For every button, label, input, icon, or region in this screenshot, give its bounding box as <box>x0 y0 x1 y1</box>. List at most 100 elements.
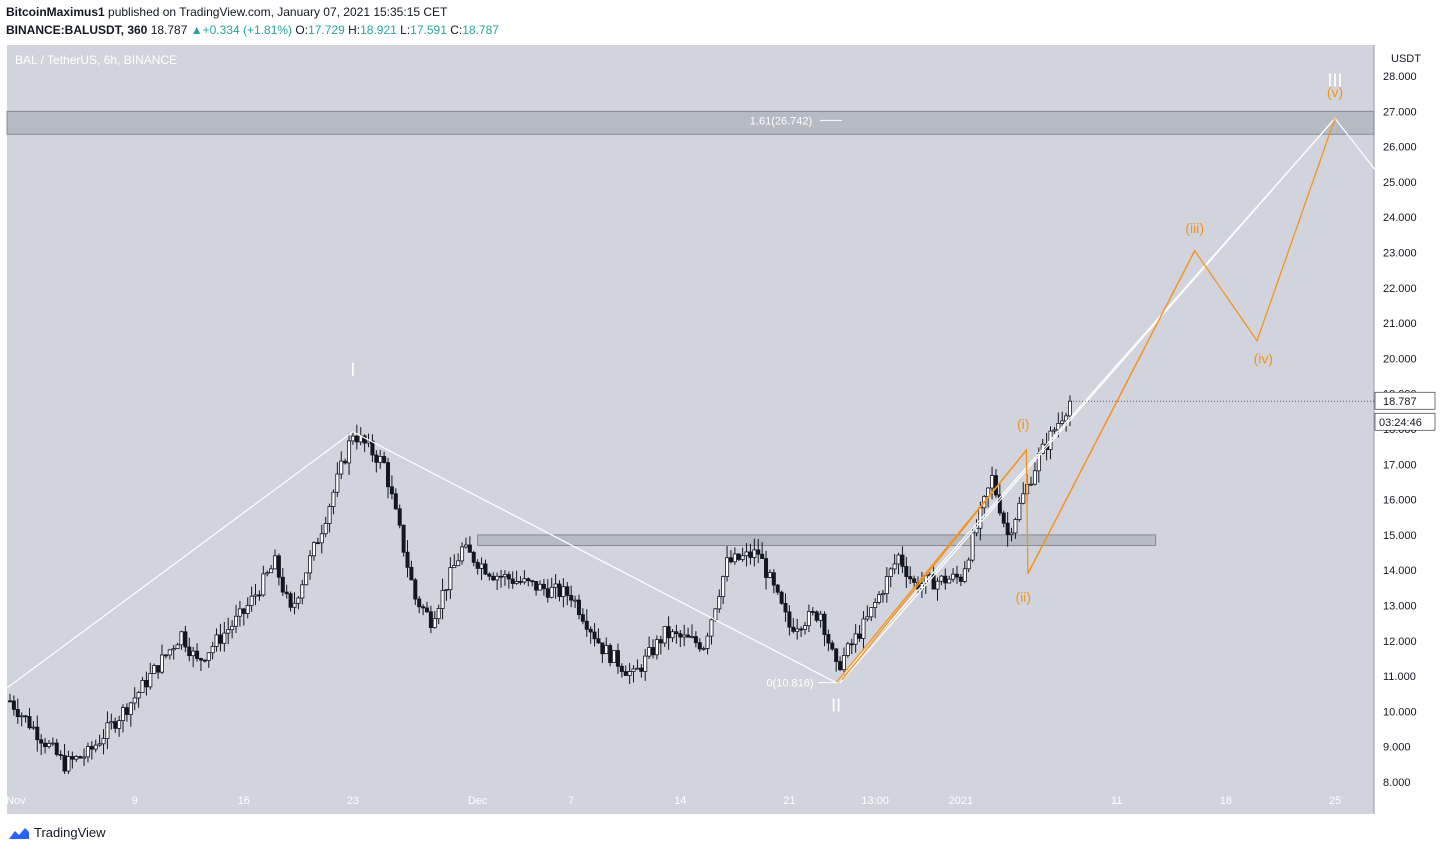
time-tick-label: 11 <box>1111 795 1122 807</box>
candle-body <box>463 544 468 548</box>
price-tick-label: 13.000 <box>1383 601 1417 613</box>
candle-body <box>471 551 476 563</box>
candle-body <box>362 435 367 444</box>
candle-body <box>257 594 262 597</box>
candle-body <box>440 590 445 609</box>
high-label: H: <box>348 23 361 37</box>
orange-channel-line <box>1027 250 1196 575</box>
candle-body <box>105 722 110 739</box>
candle-body <box>210 646 215 654</box>
candle-body <box>187 646 192 657</box>
candle-body <box>7 700 12 703</box>
candle-body <box>954 573 959 578</box>
candle-body <box>132 697 137 704</box>
candle-body <box>717 596 722 610</box>
candle-body <box>284 591 289 595</box>
candle-body <box>767 572 772 578</box>
wave-label-minor: (v) <box>1327 84 1343 100</box>
candle-body <box>85 746 90 758</box>
candle-body <box>234 615 239 627</box>
candle-body <box>428 611 433 628</box>
wave-label-roman: II <box>831 695 841 715</box>
price-tick-label: 15.000 <box>1383 530 1417 542</box>
candle-body <box>148 673 153 688</box>
candle-body <box>615 650 620 667</box>
candle-body <box>109 721 114 724</box>
fib-label-0: 0(10.816) <box>766 678 813 690</box>
open-label: O: <box>295 23 309 37</box>
candle-body <box>701 648 706 650</box>
candle-body <box>565 586 570 596</box>
candle-body <box>709 619 714 637</box>
countdown-tag <box>1374 412 1436 431</box>
time-tick-label: 9 <box>132 795 138 807</box>
candle-body <box>421 606 426 609</box>
candle-body <box>136 692 141 699</box>
candle-body <box>947 578 952 584</box>
candle-body <box>386 462 391 488</box>
candle-body <box>939 575 944 582</box>
candle-body <box>366 440 371 444</box>
candle-body <box>795 628 800 632</box>
candle-body <box>436 608 441 620</box>
candle-body <box>78 756 83 759</box>
candle-body <box>678 633 683 638</box>
candle-body <box>534 581 539 591</box>
candle-body <box>152 665 157 674</box>
candle-body <box>280 576 285 593</box>
wave-label-minor: (iii) <box>1185 220 1204 236</box>
time-tick-label: 13:00 <box>861 795 889 807</box>
candle-body <box>272 555 277 570</box>
candle-body <box>315 542 320 545</box>
candle-body <box>261 573 266 596</box>
candle-body <box>241 608 246 614</box>
price-tick-label: 25.000 <box>1383 177 1417 189</box>
candle-body <box>175 644 180 650</box>
candle-body <box>27 716 32 729</box>
candle-body <box>884 576 889 594</box>
candle-body <box>721 576 726 598</box>
candle-body <box>760 553 765 559</box>
candle-body <box>576 599 581 616</box>
candle-body <box>580 614 585 622</box>
candle-body <box>424 607 429 613</box>
candle-body <box>140 679 145 693</box>
candle-body <box>647 647 652 657</box>
tradingview-logo[interactable]: TradingView <box>8 825 106 840</box>
candle-body <box>237 608 242 617</box>
candle-body <box>144 679 149 688</box>
candle-body <box>401 524 406 553</box>
time-tick-label: Dec <box>468 795 488 807</box>
candle-body <box>35 726 40 741</box>
candle-body <box>389 486 394 495</box>
candle-body <box>499 575 504 578</box>
candle-body <box>117 720 122 729</box>
candle-body <box>818 613 823 621</box>
price-tick-label: 22.000 <box>1383 283 1417 295</box>
candle-body <box>689 636 694 638</box>
candle-body <box>15 709 20 717</box>
candle-body <box>651 647 656 656</box>
candle-body <box>728 557 733 563</box>
candle-body <box>46 743 51 747</box>
wave-label-minor: (ii) <box>1015 589 1031 605</box>
candle-body <box>214 634 219 647</box>
candle-body <box>619 665 624 672</box>
candle-body <box>31 726 36 729</box>
candle-body <box>308 555 313 574</box>
time-tick-label: 18 <box>1220 795 1232 807</box>
candle-body <box>1029 483 1034 486</box>
candle-body <box>810 611 815 613</box>
candle-body <box>608 645 613 663</box>
candle-body <box>900 554 905 567</box>
author-name[interactable]: BitcoinMaximus1 <box>6 5 105 19</box>
symbol-info: BINANCE:BALUSDT, 360 18.787 ▲+0.334 (+1.… <box>6 23 499 37</box>
candle-body <box>600 642 605 655</box>
candle-body <box>553 583 558 588</box>
candle-body <box>674 631 679 635</box>
candle-body <box>752 549 757 558</box>
candle-body <box>834 648 839 662</box>
fib-label-161: 1.61(26.742) <box>750 115 812 127</box>
change-value: +0.334 (+1.81%) <box>202 23 293 37</box>
